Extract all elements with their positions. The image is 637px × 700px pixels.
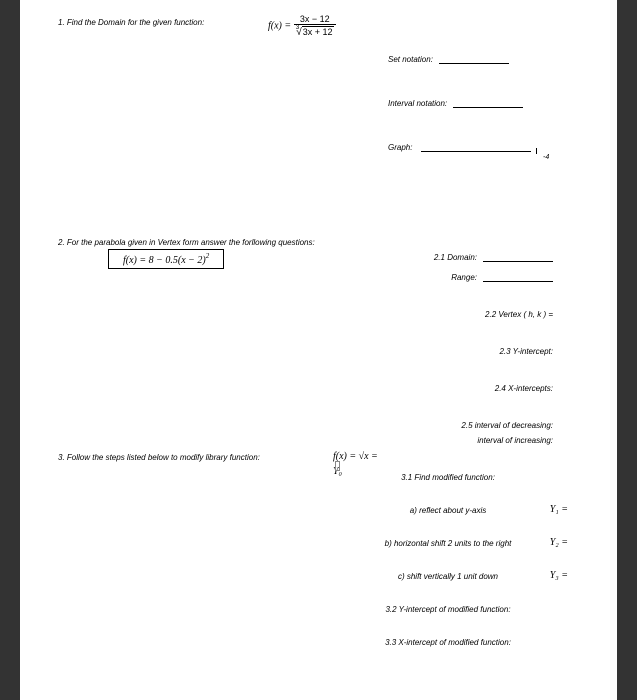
q2-dec-row: 2.5 interval of decreasing: <box>373 421 553 430</box>
question-3: 3. Follow the steps listed below to modi… <box>58 453 587 462</box>
q3-y2: Y₂ = <box>550 537 568 548</box>
q3-r1a-label: a) reflect about y-axis <box>410 506 486 515</box>
q1-numerator: 3x − 12 <box>294 14 336 25</box>
q2-prompt: 2. For the parabola given in Vertex form… <box>58 238 587 247</box>
q3-r3: 3.3 X-intercept of modified function: <box>318 638 578 647</box>
cursor-box-icon <box>335 461 341 471</box>
q2-vertex-label: 2.2 Vertex ( h, k ) = <box>485 310 553 319</box>
q3-r3-label: 3.3 X-intercept of modified function: <box>385 638 511 647</box>
q2-inc-label: interval of increasing: <box>477 436 553 445</box>
interval-notation-label: Interval notation: <box>388 99 447 108</box>
q3-answers: 3.1 Find modified function: a) reflect a… <box>318 473 578 671</box>
graph-label: Graph: <box>388 143 412 152</box>
q2-exp: 2 <box>206 252 210 260</box>
blank-line <box>483 272 553 282</box>
q2-domain-label: 2.1 Domain: <box>434 253 477 262</box>
blank-line <box>453 98 523 108</box>
graph-tick-neg4: -4 <box>543 154 549 161</box>
q2-yint-label: 2.3 Y-intercept: <box>499 347 553 356</box>
q2-vertex-row: 2.2 Vertex ( h, k ) = <box>373 310 553 319</box>
q1-lhs: f(x) = <box>268 21 291 32</box>
worksheet-page: 1. Find the Domain for the given functio… <box>20 0 617 700</box>
q2-dec-label: 2.5 interval of decreasing: <box>461 421 553 430</box>
q3-r1a: a) reflect about y-axis Y₁ = <box>318 506 578 515</box>
q1-denominator: 33x + 12 <box>294 25 336 38</box>
q3-r1-label: 3.1 Find modified function: <box>401 473 495 482</box>
q1-radicand: 3x + 12 <box>302 26 334 37</box>
q1-interval-notation: Interval notation: <box>388 98 523 108</box>
graph-axis-line <box>421 142 531 152</box>
q3-y3: Y₃ = <box>550 570 568 581</box>
q3-r1c-label: c) shift vertically 1 unit down <box>398 572 498 581</box>
question-1: 1. Find the Domain for the given functio… <box>58 18 587 238</box>
q3-y1: Y₁ = <box>550 504 568 515</box>
q3-r1: 3.1 Find modified function: <box>318 473 578 482</box>
q3-prompt: 3. Follow the steps listed below to modi… <box>58 453 587 462</box>
q2-inc-row: interval of increasing: <box>373 436 553 445</box>
q3-r1b-label: b) horizontal shift 2 units to the right <box>385 539 512 548</box>
q3-r1c: c) shift vertically 1 unit down Y₃ = <box>318 572 578 581</box>
q2-xint-label: 2.4 X-intercepts: <box>495 384 553 393</box>
q1-graph: Graph: -4 <box>388 142 531 152</box>
question-2: 2. For the parabola given in Vertex form… <box>58 238 587 453</box>
q1-prompt: 1. Find the Domain for the given functio… <box>58 18 204 27</box>
root-icon: 3x + 12 <box>296 27 333 37</box>
q3-r1b: b) horizontal shift 2 units to the right… <box>318 539 578 548</box>
blank-line <box>483 252 553 262</box>
q1-set-notation: Set notation: <box>388 54 509 64</box>
blank-line <box>439 54 509 64</box>
q3-r2: 3.2 Y-intercept of modified function: <box>318 605 578 614</box>
q1-formula: f(x) = 3x − 12 33x + 12 <box>268 14 336 38</box>
q2-func: f(x) = 8 − 0.5(x − 2) <box>123 255 206 266</box>
q2-yint-row: 2.3 Y-intercept: <box>373 347 553 356</box>
tick-mark <box>536 148 537 154</box>
q2-xint-row: 2.4 X-intercepts: <box>373 384 553 393</box>
q2-answers: 2.1 Domain: Range: 2.2 Vertex ( h, k ) =… <box>373 252 553 473</box>
q2-range-row: Range: <box>373 272 553 282</box>
set-notation-label: Set notation: <box>388 55 433 64</box>
q3-r2-label: 3.2 Y-intercept of modified function: <box>385 605 510 614</box>
q2-formula-box: f(x) = 8 − 0.5(x − 2)2 <box>108 249 224 269</box>
q2-range-label: Range: <box>451 273 477 282</box>
q1-fraction: 3x − 12 33x + 12 <box>294 14 336 38</box>
q2-domain-row: 2.1 Domain: <box>373 252 553 262</box>
